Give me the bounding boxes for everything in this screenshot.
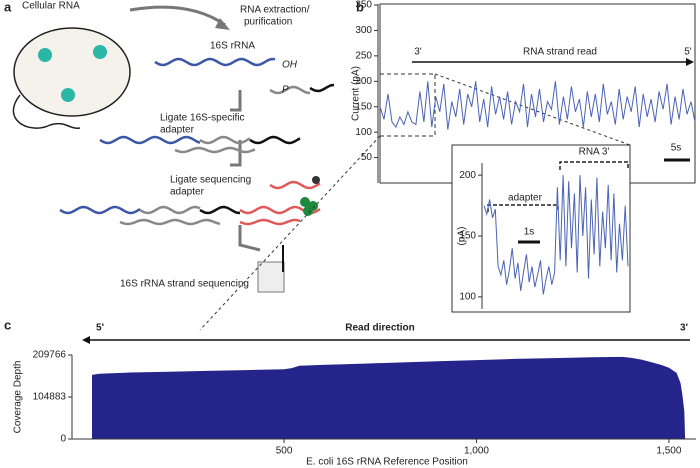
diagram-label: 16S rRNA xyxy=(210,41,255,52)
y-tick-label: 200 xyxy=(355,76,372,87)
current-trace xyxy=(379,81,696,130)
motor-protein xyxy=(300,197,310,207)
y-tick-label: 150 xyxy=(355,101,372,112)
rna-strand xyxy=(119,218,221,226)
y-tick-label: 300 xyxy=(355,25,372,36)
pore xyxy=(257,261,285,293)
annotation: 5' xyxy=(96,323,104,334)
ribosome xyxy=(61,88,75,102)
y-tick-label: 100 xyxy=(459,291,476,302)
zoom-box xyxy=(379,73,436,137)
rna-strand xyxy=(99,135,201,145)
rna-strand xyxy=(154,57,276,67)
rna-strand xyxy=(269,85,311,95)
arrow xyxy=(230,90,242,112)
rna-strand xyxy=(59,205,141,215)
zoom-line xyxy=(199,135,381,331)
flagellum xyxy=(12,94,81,129)
coverage-area xyxy=(92,356,686,439)
arrow-head xyxy=(215,18,230,30)
diagram-label: Ligate sequencing xyxy=(170,175,251,186)
annotation: 1s xyxy=(524,227,535,238)
annotation: RNA strand read xyxy=(523,47,597,58)
diagram-label: adapter xyxy=(160,125,195,136)
diagram-label: Ligate 16S-specific xyxy=(160,113,245,124)
arrow xyxy=(129,5,226,27)
motor-protein xyxy=(303,206,313,216)
y-axis-label: Coverage Depth xyxy=(13,361,24,434)
zoom-line xyxy=(434,73,631,146)
annotation: adapter xyxy=(508,193,543,204)
arrow xyxy=(230,140,242,167)
annotation: Read direction xyxy=(345,323,414,334)
y-tick-label: 350 xyxy=(355,0,372,11)
diagram-label: P xyxy=(282,85,289,96)
rna-strand xyxy=(199,205,241,215)
diagram-label: adapter xyxy=(170,187,205,198)
y-tick-label: 200 xyxy=(459,170,476,181)
panel-label: a xyxy=(4,0,12,14)
rna-strand xyxy=(269,180,321,190)
ribosome xyxy=(38,48,52,62)
y-tick-label: 100 xyxy=(355,127,372,138)
y-axis-label: (pA) xyxy=(457,227,468,246)
panel-label: b xyxy=(356,0,364,14)
inset-frame xyxy=(451,144,631,313)
panel-label: c xyxy=(4,317,11,332)
annotation: RNA 3' xyxy=(579,147,610,158)
y-tick-label: 150 xyxy=(459,231,476,242)
annotation: 3' xyxy=(680,323,688,334)
y-tick-label: 250 xyxy=(355,51,372,62)
annotation: 5' xyxy=(684,47,692,58)
diagram-label: purification xyxy=(244,17,292,28)
arrow-head xyxy=(82,336,90,344)
x-tick-label: 500 xyxy=(276,446,293,457)
current-trace xyxy=(483,175,629,295)
diagram-label: 16S rRNA strand sequencing xyxy=(120,279,249,290)
x-tick-label: 1,500 xyxy=(656,446,681,457)
diagram xyxy=(12,5,285,293)
y-tick-label: 104883 xyxy=(33,392,67,403)
annotation: 5s xyxy=(671,143,682,154)
rna-strand xyxy=(309,83,335,93)
y-tick-label: 0 xyxy=(60,434,66,445)
rna-strand xyxy=(174,146,256,154)
diagram-label: RNA extraction/ xyxy=(240,5,310,16)
cell xyxy=(13,27,131,117)
y-axis-label: Current (pA) xyxy=(351,66,362,121)
ribosome xyxy=(93,45,107,59)
diagram-label: Cellular RNA xyxy=(22,1,80,12)
y-tick-label: 50 xyxy=(361,152,373,163)
rna-strand xyxy=(199,135,251,145)
arrow xyxy=(238,225,261,252)
y-tick-label: 209766 xyxy=(33,350,67,361)
annotation: 3' xyxy=(414,47,422,58)
x-tick-label: 1,000 xyxy=(464,446,489,457)
rna-strand xyxy=(249,135,301,145)
motor-protein xyxy=(312,176,320,184)
rna-strand xyxy=(139,205,201,215)
arrow-head xyxy=(686,58,694,66)
diagram-label: OH xyxy=(282,60,298,71)
x-axis-label: E. coli 16S rRNA Reference Position xyxy=(306,457,468,468)
rna-strand xyxy=(239,218,301,226)
